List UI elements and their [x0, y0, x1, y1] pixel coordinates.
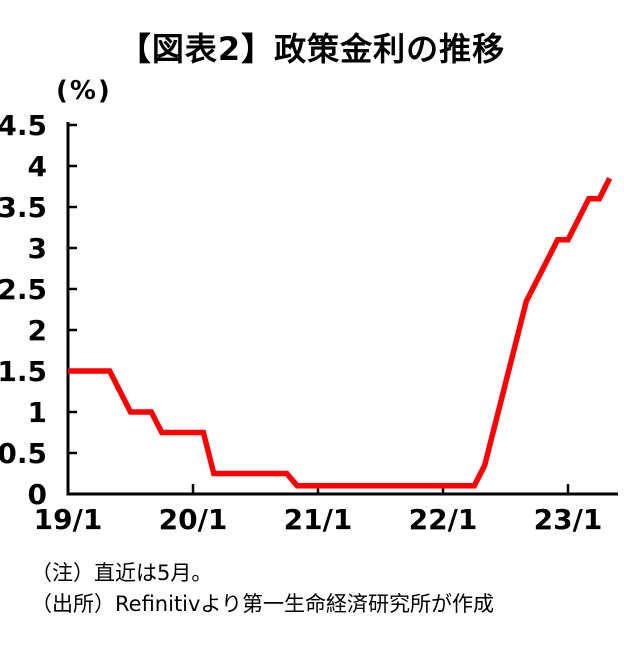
y-axis-tick-label: 1.5	[0, 355, 47, 388]
footnote: （注）直近は5月。	[31, 561, 213, 585]
y-axis-tick-label: 4.5	[0, 109, 47, 142]
y-axis-unit-label: (%)	[56, 76, 112, 106]
x-axis-tick-label: 20/1	[159, 503, 228, 536]
y-axis-tick-label: 2.5	[0, 273, 47, 306]
y-axis-tick-label: 3.5	[0, 191, 47, 224]
y-axis-tick-label: 3	[28, 232, 47, 265]
x-axis-tick-label: 21/1	[284, 503, 353, 536]
x-axis-tick-label: 19/1	[34, 503, 103, 536]
chart-title: 【図表2】政策金利の推移	[118, 30, 506, 68]
x-axis-tick-label: 23/1	[534, 503, 603, 536]
x-axis-tick-label: 22/1	[409, 503, 478, 536]
y-axis-tick-label: 2	[28, 314, 47, 347]
y-axis-tick-label: 0	[28, 478, 47, 511]
y-axis-tick-label: 1	[28, 396, 47, 429]
y-axis-tick-label: 4	[28, 150, 47, 183]
source-note: （出所）Refinitivより第一生命経済研究所が作成	[31, 592, 495, 616]
policy-rate-line	[68, 177, 613, 489]
y-axis-tick-label: 0.5	[0, 437, 47, 470]
